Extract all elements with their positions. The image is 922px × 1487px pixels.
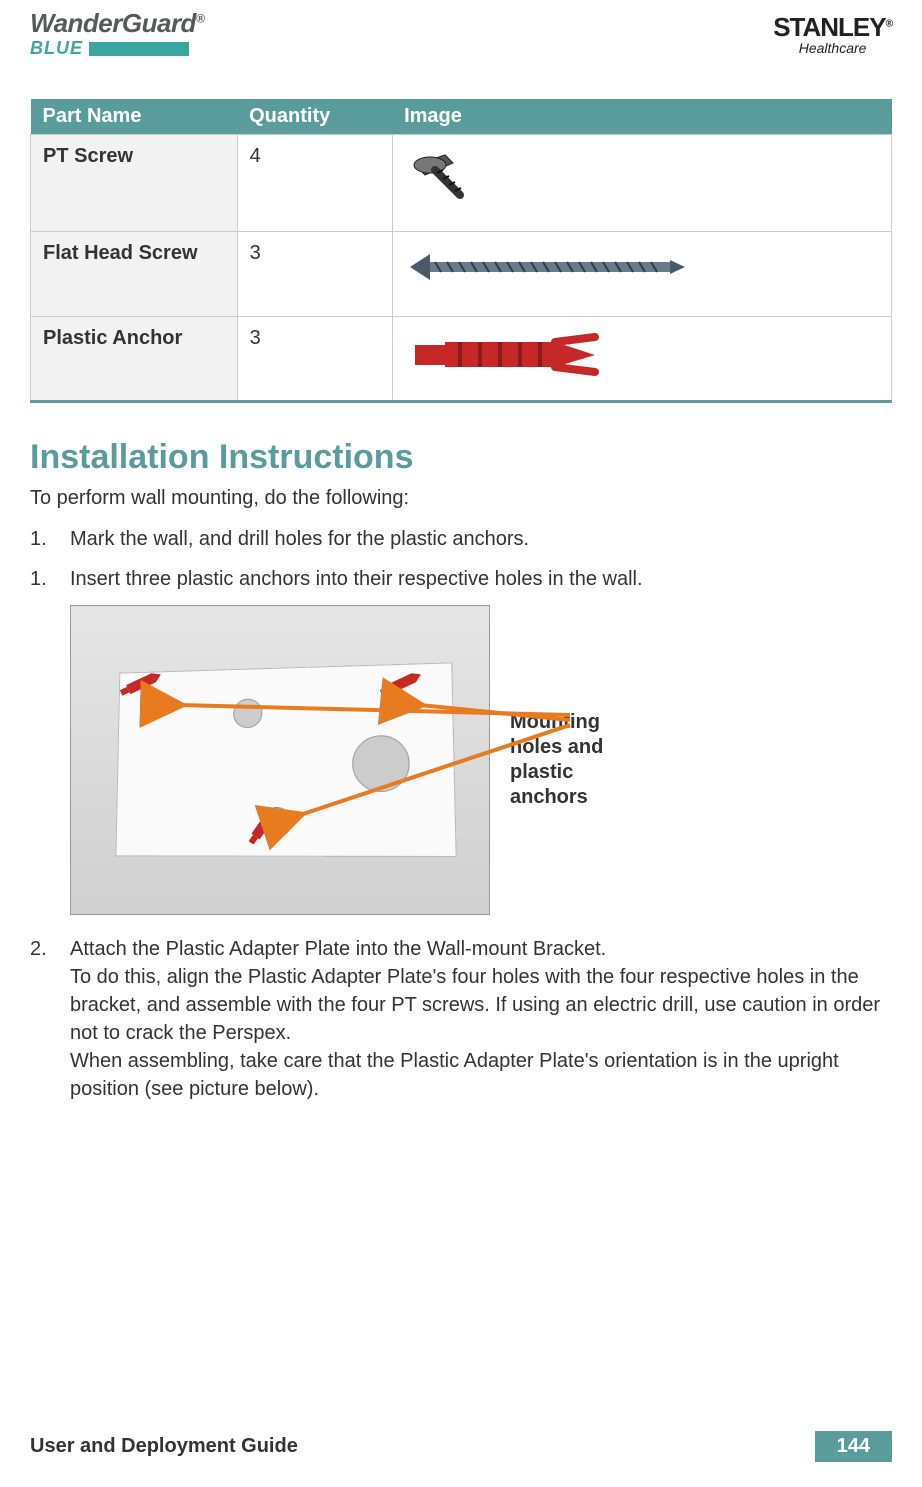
callout-label: Mounting holes and plastic anchors [510, 710, 650, 810]
step-text: Insert three plastic anchors into their … [70, 568, 643, 590]
brand-bar-icon [89, 42, 189, 56]
col-part-name: Part Name [31, 99, 238, 135]
parts-table: Part Name Quantity Image PT Screw 4 [30, 99, 892, 403]
list-item: 1. Mark the wall, and drill holes for th… [30, 525, 892, 553]
steps-list: 1. Mark the wall, and drill holes for th… [30, 525, 892, 593]
list-item: 2. Attach the Plastic Adapter Plate into… [30, 935, 892, 1103]
flat-head-screw-icon [405, 242, 685, 292]
brand-reg: ® [196, 11, 204, 25]
page-header: WanderGuard® BLUE STANLEY® Healthcare [30, 10, 892, 69]
brand-main: WanderGuard [30, 8, 196, 38]
step-text: Mark the wall, and drill holes for the p… [70, 528, 529, 550]
company-sub: Healthcare [773, 40, 892, 56]
pt-screw-icon [405, 145, 475, 215]
col-image: Image [392, 99, 891, 135]
figure-photo [70, 605, 490, 915]
col-quantity: Quantity [237, 99, 392, 135]
part-qty: 4 [237, 135, 392, 232]
table-row: Flat Head Screw 3 [31, 232, 892, 317]
step-num: 1. [30, 565, 47, 593]
table-row: Plastic Anchor 3 [31, 317, 892, 402]
part-name: Plastic Anchor [31, 317, 238, 402]
part-qty: 3 [237, 317, 392, 402]
company-tm: ® [886, 18, 892, 29]
step-text: Attach the Plastic Adapter Plate into th… [70, 938, 880, 1100]
intro-text: To perform wall mounting, do the followi… [30, 487, 892, 510]
step-num: 2. [30, 935, 47, 963]
part-image [392, 317, 891, 402]
part-image [392, 135, 891, 232]
brand-sub: BLUE [30, 38, 83, 59]
list-item: 1. Insert three plastic anchors into the… [30, 565, 892, 593]
part-image [392, 232, 891, 317]
steps-list-cont: 2. Attach the Plastic Adapter Plate into… [30, 935, 892, 1103]
footer-page-number: 144 [815, 1431, 892, 1462]
part-qty: 3 [237, 232, 392, 317]
footer-guide: User and Deployment Guide [30, 1435, 298, 1458]
step-num: 1. [30, 525, 47, 553]
company-main: STANLEY [773, 12, 885, 42]
part-name: PT Screw [31, 135, 238, 232]
page-footer: User and Deployment Guide 144 [30, 1431, 892, 1462]
figure-mounting-holes: Mounting holes and plastic anchors [70, 605, 892, 915]
section-title: Installation Instructions [30, 438, 892, 477]
stanley-logo: STANLEY® Healthcare [773, 14, 892, 56]
part-name: Flat Head Screw [31, 232, 238, 317]
wanderguard-logo: WanderGuard® BLUE [30, 10, 204, 59]
table-row: PT Screw 4 [31, 135, 892, 232]
plastic-anchor-icon [405, 327, 605, 382]
